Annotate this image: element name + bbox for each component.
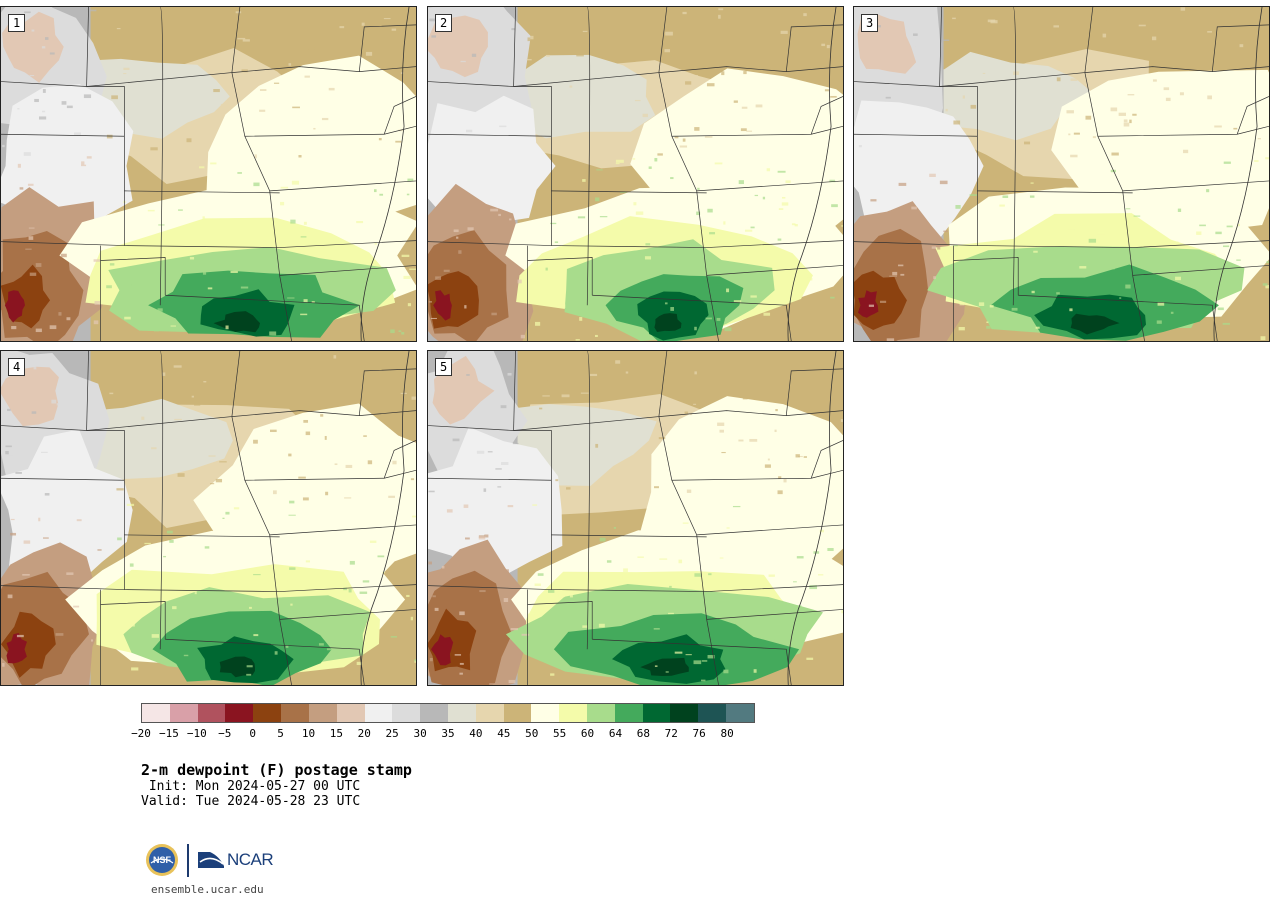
colorbar-swatch xyxy=(503,704,532,722)
ncar-logo-text: NCAR xyxy=(227,850,274,869)
dewpoint-map-2 xyxy=(428,7,843,341)
logo-divider xyxy=(187,844,189,877)
map-panel-5: 5 xyxy=(427,350,844,686)
state-borders xyxy=(428,7,843,341)
colorbar-swatch xyxy=(281,704,309,722)
valid-time: Valid: Tue 2024-05-28 23 UTC xyxy=(141,794,361,809)
colorbar-tick: 50 xyxy=(525,727,539,740)
ncar-swoosh-icon xyxy=(198,852,224,868)
chart-title: 2-m dewpoint (F) postage stamp xyxy=(141,761,412,779)
colorbar-tick: 20 xyxy=(357,727,371,740)
colorbar-swatch xyxy=(475,704,504,722)
colorbar-swatch xyxy=(336,704,365,722)
colorbar-swatch xyxy=(392,704,421,722)
colorbar-swatch xyxy=(698,704,727,722)
nsf-logo-icon: NSF xyxy=(146,844,178,876)
dewpoint-colorbar xyxy=(141,703,755,723)
colorbar-tick: 64 xyxy=(608,727,623,740)
colorbar-tick: 60 xyxy=(580,727,595,740)
panel-number-4: 4 xyxy=(8,358,26,376)
colorbar-swatch xyxy=(253,704,282,722)
colorbar-swatch xyxy=(726,704,754,722)
panel-number-2: 2 xyxy=(435,14,453,32)
init-time: Init: Mon 2024-05-27 00 UTC xyxy=(141,779,361,794)
map-panel-1: 1 xyxy=(0,6,417,342)
colorbar-tick: 15 xyxy=(329,727,343,740)
colorbar-tick: 30 xyxy=(413,727,427,740)
colorbar-tick: 10 xyxy=(301,727,316,740)
colorbar-tick: 45 xyxy=(497,727,511,740)
map-fill xyxy=(428,7,843,341)
colorbar-swatch xyxy=(169,704,198,722)
panel-number-3: 3 xyxy=(861,14,879,32)
colorbar-tick: 5 xyxy=(277,727,284,740)
colorbar-tick: 25 xyxy=(385,727,399,740)
nsf-logo-text: NSF xyxy=(153,855,172,865)
colorbar-tick: 72 xyxy=(664,727,678,740)
map-panel-4: 4 xyxy=(0,350,417,686)
panel-number-5: 5 xyxy=(435,358,453,376)
colorbar-swatch xyxy=(670,704,699,722)
colorbar-swatch xyxy=(642,704,671,722)
colorbar-swatch xyxy=(420,704,448,722)
map-fill xyxy=(1,7,416,341)
dewpoint-map-4 xyxy=(1,351,416,685)
panel-number-1: 1 xyxy=(8,14,26,32)
state-borders xyxy=(428,351,843,685)
colorbar-tick: 76 xyxy=(692,727,706,740)
colorbar-swatch xyxy=(308,704,337,722)
state-borders xyxy=(1,351,416,685)
colorbar-tick: −15 xyxy=(158,727,179,740)
colorbar-swatch xyxy=(225,704,254,722)
map-fill xyxy=(428,351,843,685)
colorbar-tick: −5 xyxy=(218,727,232,740)
colorbar-tick: 55 xyxy=(553,727,567,740)
dewpoint-map-5 xyxy=(428,351,843,685)
colorbar-tick: 68 xyxy=(636,727,650,740)
ncar-logo: NCAR xyxy=(197,848,274,872)
colorbar-tick: 40 xyxy=(469,727,483,740)
colorbar-swatch xyxy=(559,704,587,722)
website-url: ensemble.ucar.edu xyxy=(151,883,264,896)
colorbar-swatch xyxy=(447,704,476,722)
dewpoint-map-1 xyxy=(1,7,416,341)
colorbar-tick: −20 xyxy=(131,727,151,740)
map-fill xyxy=(854,7,1269,341)
colorbar-swatch xyxy=(142,704,170,722)
map-fill xyxy=(1,351,416,685)
colorbar-swatch xyxy=(531,704,560,722)
map-panel-3: 3 xyxy=(853,6,1270,342)
colorbar-tick: 0 xyxy=(249,727,256,740)
colorbar-tick: 35 xyxy=(441,727,455,740)
colorbar-swatch xyxy=(614,704,643,722)
colorbar-swatch xyxy=(197,704,226,722)
dewpoint-map-3 xyxy=(854,7,1269,341)
colorbar-tick-labels: −20 −15 −10 −5 0 5 10 15 20 25 30 35 40 45 50 55 60 64 68 7… xyxy=(131,727,755,741)
state-borders xyxy=(854,7,1269,341)
colorbar-swatch xyxy=(587,704,615,722)
colorbar-tick: −10 xyxy=(186,727,207,740)
colorbar-tick: 80 xyxy=(720,727,734,740)
colorbar-swatch xyxy=(364,704,393,722)
state-borders xyxy=(1,7,416,341)
map-panel-2: 2 xyxy=(427,6,844,342)
